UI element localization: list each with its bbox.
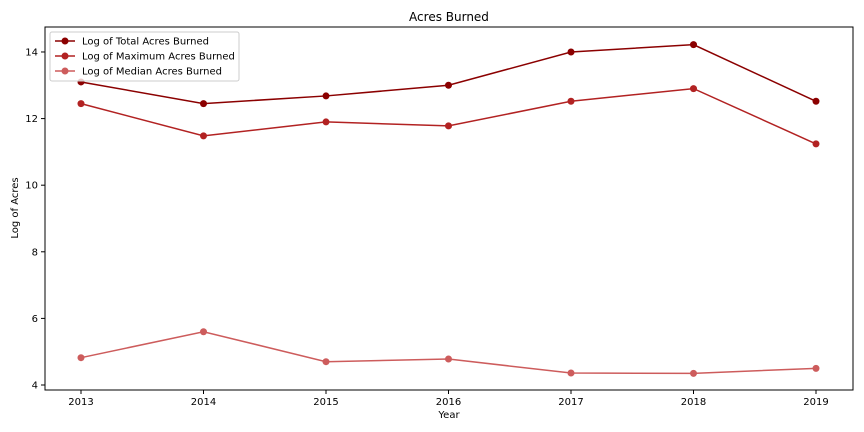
data-point xyxy=(690,369,697,377)
data-point xyxy=(445,122,452,130)
data-point xyxy=(322,358,330,366)
y-axis-ticks: 4 6 8 10 12 14 xyxy=(25,47,45,392)
y-axis-title: Log of Acres xyxy=(10,177,21,238)
data-point xyxy=(77,354,85,362)
y-tick-label: 8 xyxy=(32,247,38,258)
legend-label: Log of Maximum Acres Burned xyxy=(82,52,235,63)
series-3 xyxy=(77,328,820,377)
legend-label: Log of Total Acres Burned xyxy=(82,37,209,48)
data-point xyxy=(567,48,575,56)
legend-marker xyxy=(61,37,69,45)
data-point xyxy=(200,132,207,140)
data-point xyxy=(567,97,575,105)
data-point xyxy=(200,100,207,108)
x-tick-label: 2014 xyxy=(191,397,216,408)
y-tick-label: 14 xyxy=(25,47,38,58)
y-tick-label: 10 xyxy=(25,181,38,192)
x-tick-label: 2017 xyxy=(558,397,583,408)
legend-marker xyxy=(61,52,69,60)
x-tick-label: 2018 xyxy=(681,397,706,408)
data-point xyxy=(812,140,820,148)
data-point xyxy=(812,364,820,372)
y-tick-label: 6 xyxy=(32,314,38,325)
x-tick-label: 2019 xyxy=(803,397,828,408)
data-point xyxy=(322,118,330,126)
y-tick-label: 4 xyxy=(32,381,38,392)
chart-title: Acres Burned xyxy=(409,10,489,24)
legend-marker xyxy=(61,67,69,75)
series-line xyxy=(80,330,817,375)
data-point xyxy=(812,97,820,105)
legend-label: Log of Median Acres Burned xyxy=(82,67,222,78)
x-axis-ticks: 2013 2014 2015 2016 2017 2018 2019 xyxy=(68,390,829,408)
data-point xyxy=(322,92,330,100)
legend-box xyxy=(49,31,240,82)
x-tick-label: 2013 xyxy=(68,397,93,408)
data-point xyxy=(445,81,452,89)
data-point xyxy=(690,85,697,93)
x-tick-label: 2015 xyxy=(313,397,338,408)
series-line xyxy=(80,87,817,145)
series-layer xyxy=(77,41,820,377)
data-point xyxy=(200,328,207,336)
legend: Log of Total Acres Burned Log of Maximum … xyxy=(49,31,240,82)
series-2 xyxy=(77,85,820,148)
y-tick-label: 12 xyxy=(25,114,38,125)
data-point xyxy=(690,41,697,49)
x-axis-title: Year xyxy=(437,410,460,421)
data-point xyxy=(445,355,452,363)
data-point xyxy=(77,100,85,108)
series-1 xyxy=(77,41,820,108)
x-tick-label: 2016 xyxy=(436,397,461,408)
data-point xyxy=(567,369,575,377)
